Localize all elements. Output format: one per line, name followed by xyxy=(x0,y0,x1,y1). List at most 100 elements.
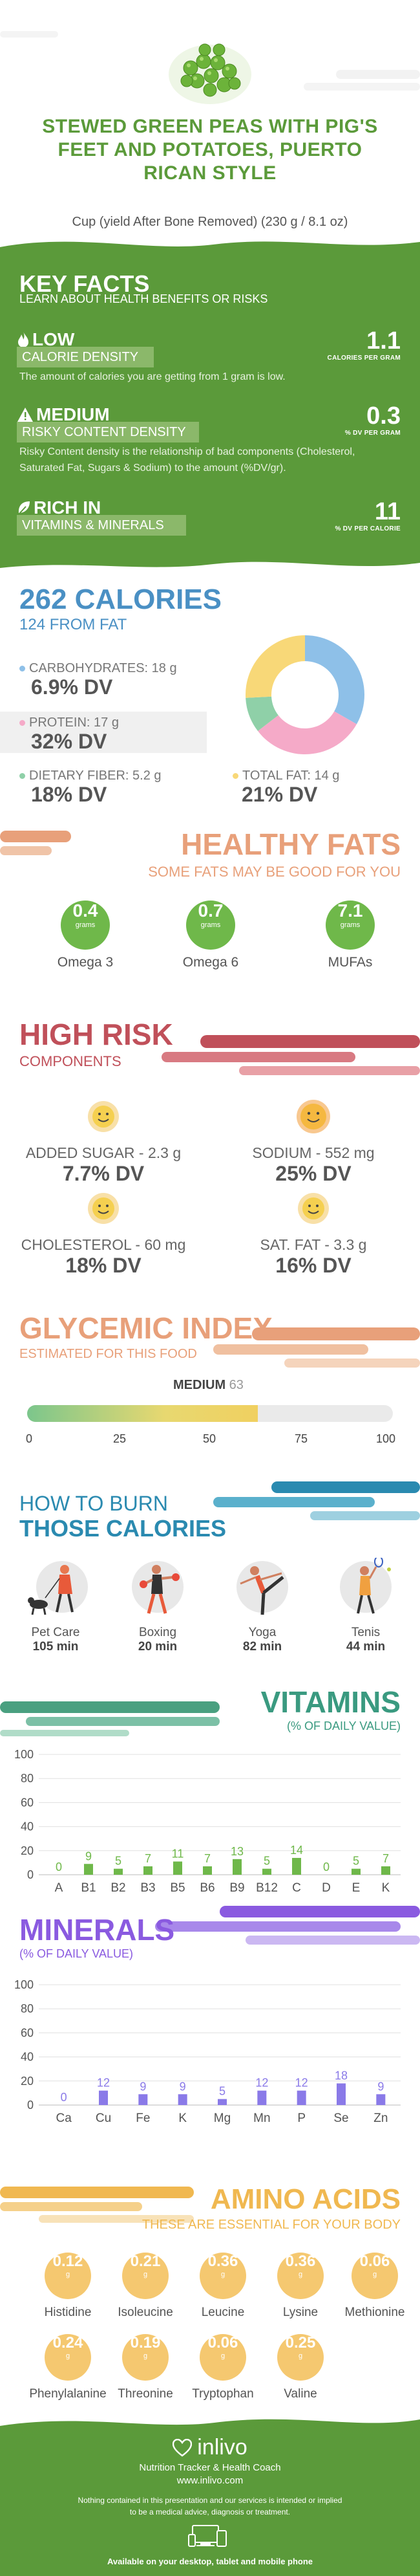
amino-acid-circle: 0.19 g xyxy=(122,2334,169,2381)
minerals-subtitle: (% OF DAILY VALUE) xyxy=(19,1947,134,1960)
category-label-b9: B9 xyxy=(229,1881,244,1895)
category-label-mn: Mn xyxy=(253,2112,270,2125)
axis-tick-label: 100 xyxy=(14,1748,34,1761)
footer-url[interactable]: www.inlivo.com xyxy=(176,2475,244,2486)
bar-k xyxy=(178,2094,187,2105)
bar-value-b9: 13 xyxy=(231,1845,244,1858)
bar-value-fe: 9 xyxy=(140,2080,146,2093)
glycemic-tick-75: 75 xyxy=(295,1432,308,1445)
amino-acid-phenylalanine: 0.24 g Phenylalanine xyxy=(26,2324,110,2401)
risky-density-label: RISKY CONTENT DENSITY xyxy=(17,422,199,442)
vitamins-minerals-unit: % DV PER CALORIE xyxy=(335,525,401,532)
high-risk-decoration xyxy=(162,1035,420,1075)
pet-care-name: Pet Care xyxy=(31,1626,80,1639)
bar-value-c: 14 xyxy=(290,1844,303,1857)
serving-size: Cup (yield After Bone Removed) (230 g / … xyxy=(72,215,348,229)
amino-decoration xyxy=(0,2187,194,2223)
amino-acid-name: Histidine xyxy=(44,2306,92,2319)
amino-acid-value: 0.25 xyxy=(285,2334,316,2352)
mufas: 7.1 grams MUFAs xyxy=(305,891,395,970)
category-label-e: E xyxy=(352,1881,361,1895)
bar-value-zn: 9 xyxy=(377,2080,384,2093)
amino-acid-name: Isoleucine xyxy=(118,2306,173,2319)
header-decoration xyxy=(0,31,420,91)
healthy-fats-subtitle: SOME FATS MAY BE GOOD FOR YOU xyxy=(148,864,401,880)
bar-value-b6: 7 xyxy=(204,1852,211,1865)
vitamins-minerals-value: 11 xyxy=(374,498,401,525)
omega-3: 0.4 grams Omega 3 xyxy=(40,891,131,970)
total-fat-label: TOTAL FAT: 14 g xyxy=(233,769,339,783)
amino-acid-histidine: 0.12 g Histidine xyxy=(26,2242,110,2320)
amino-acid-lysine: 0.36 g Lysine xyxy=(258,2242,342,2320)
glycemic-value: 63 xyxy=(229,1378,244,1392)
axis-tick-label: 0 xyxy=(27,1868,34,1881)
bar-value-k: 9 xyxy=(180,2080,186,2093)
glycemic-subtitle: ESTIMATED FOR THIS FOOD xyxy=(19,1347,197,1361)
donut-slice-carbohydrates xyxy=(305,635,364,725)
footer-disclaimer-1: Nothing contained in this presentation a… xyxy=(78,2496,342,2505)
axis-tick-label: 80 xyxy=(21,2002,34,2015)
vitamins-minerals-level: RICH IN xyxy=(34,497,101,518)
bar-value-e: 5 xyxy=(353,1855,359,1868)
vitamins-decoration xyxy=(0,1701,220,1736)
bar-b9 xyxy=(233,1859,242,1875)
bar-value-a: 0 xyxy=(56,1861,62,1873)
bar-b6 xyxy=(203,1866,212,1875)
omega-6: 0.7 grams Omega 6 xyxy=(165,891,256,970)
amino-acid-value: 0.21 xyxy=(130,2253,161,2270)
amino-acid-name: Methionine xyxy=(344,2306,405,2319)
axis-tick-label: 80 xyxy=(21,1772,34,1785)
risky-density-unit: % DV PER GRAM xyxy=(344,430,401,437)
bar-se xyxy=(337,2083,346,2105)
carbohydrates-text: CARBOHYDRATES: 18 g xyxy=(29,661,177,675)
omega-3-name: Omega 3 xyxy=(57,955,114,970)
amino-acid-unit: g xyxy=(143,2352,148,2360)
amino-acid-circle: 0.24 g xyxy=(45,2334,91,2381)
calorie-density-unit: CALORIES PER GRAM xyxy=(327,355,401,362)
fiber-dv: 18% DV xyxy=(31,783,107,806)
calorie-density-level: LOW xyxy=(32,329,75,349)
macronutrient-donut-chart xyxy=(246,635,364,754)
amino-acid-threonine: 0.19 g Threonine xyxy=(103,2324,187,2401)
amino-acid-valine: 0.25 g Valine xyxy=(258,2324,342,2401)
calorie-density-value: 1.1 xyxy=(366,327,401,355)
category-label-mg: Mg xyxy=(214,2112,231,2125)
yoga-time: 82 min xyxy=(242,1640,282,1654)
bar-value-b5: 11 xyxy=(172,1848,184,1861)
bar-mg xyxy=(218,2099,227,2105)
carbohydrates-dv: 6.9% DV xyxy=(31,675,113,699)
amino-acid-circle: 0.36 g xyxy=(277,2253,324,2299)
bar-value-ca: 0 xyxy=(61,2091,67,2104)
calories-from-fat: 124 FROM FAT xyxy=(19,616,127,633)
calorie-density-description: The amount of calories you are getting f… xyxy=(19,371,286,382)
amino-acid-name: Valine xyxy=(284,2387,317,2401)
amino-acid-circle: 0.12 g xyxy=(45,2253,91,2299)
omega-3-unit: grams xyxy=(75,921,96,929)
mufas-unit: grams xyxy=(340,921,361,929)
vitamins-minerals-label: VITAMINS & MINERALS xyxy=(17,515,186,536)
omega-6-value: 0.7 xyxy=(198,901,224,921)
amino-acid-unit: g xyxy=(372,2271,377,2278)
key-facts-subtitle: LEARN ABOUT HEALTH BENEFITS OR RISKS xyxy=(19,292,268,305)
omega-3-value: 0.4 xyxy=(72,901,98,921)
saturated-fat: SAT. FAT - 3.3 g 16% DV xyxy=(216,1192,410,1278)
key-facts-title: KEY FACTS xyxy=(19,270,150,297)
brand-name: inlivo xyxy=(197,2435,247,2460)
risky-density-value: 0.3 xyxy=(366,402,401,430)
bar-b12 xyxy=(262,1868,271,1875)
amino-acid-value: 0.12 xyxy=(52,2253,83,2270)
cholesterol-label: CHOLESTEROL - 60 mg xyxy=(21,1236,186,1253)
donut-slice-protein xyxy=(258,711,357,754)
calorie-density-label: CALORIE DENSITY xyxy=(17,347,154,367)
added-sugar: ADDED SUGAR - 2.3 g 7.7% DV xyxy=(6,1100,200,1186)
category-label-k: K xyxy=(178,2112,187,2125)
boxing-time: 20 min xyxy=(138,1640,178,1654)
sodium-dv: 25% DV xyxy=(275,1162,352,1185)
bar-k xyxy=(381,1866,390,1875)
footer-disclaimer-2: to be a medical advice, diagnosis or tre… xyxy=(129,2507,291,2516)
mufas-circle: 7.1 grams xyxy=(326,901,375,950)
amino-acid-unit: g xyxy=(298,2352,303,2360)
title-line-1: STEWED GREEN PEAS WITH PIG'S xyxy=(42,116,378,137)
bar-value-b3: 7 xyxy=(145,1852,151,1865)
